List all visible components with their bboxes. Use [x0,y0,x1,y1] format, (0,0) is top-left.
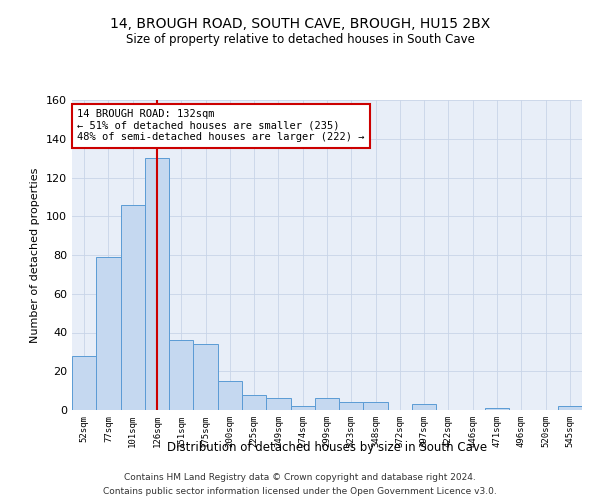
Bar [412,404,436,410]
Text: Distribution of detached houses by size in South Cave: Distribution of detached houses by size … [167,441,487,454]
Text: Contains public sector information licensed under the Open Government Licence v3: Contains public sector information licen… [103,486,497,496]
Bar [72,356,96,410]
Bar [242,394,266,410]
Text: 14 BROUGH ROAD: 132sqm
← 51% of detached houses are smaller (235)
48% of semi-de: 14 BROUGH ROAD: 132sqm ← 51% of detached… [77,110,365,142]
Bar [121,204,145,410]
Text: Contains HM Land Registry data © Crown copyright and database right 2024.: Contains HM Land Registry data © Crown c… [124,473,476,482]
Bar [315,398,339,410]
Bar [339,402,364,410]
Text: 14, BROUGH ROAD, SOUTH CAVE, BROUGH, HU15 2BX: 14, BROUGH ROAD, SOUTH CAVE, BROUGH, HU1… [110,18,490,32]
Bar [218,381,242,410]
Bar [266,398,290,410]
Bar [290,406,315,410]
Y-axis label: Number of detached properties: Number of detached properties [31,168,40,342]
Bar [193,344,218,410]
Bar [96,257,121,410]
Text: Size of property relative to detached houses in South Cave: Size of property relative to detached ho… [125,32,475,46]
Bar [364,402,388,410]
Bar [485,408,509,410]
Bar [169,340,193,410]
Bar [145,158,169,410]
Bar [558,406,582,410]
